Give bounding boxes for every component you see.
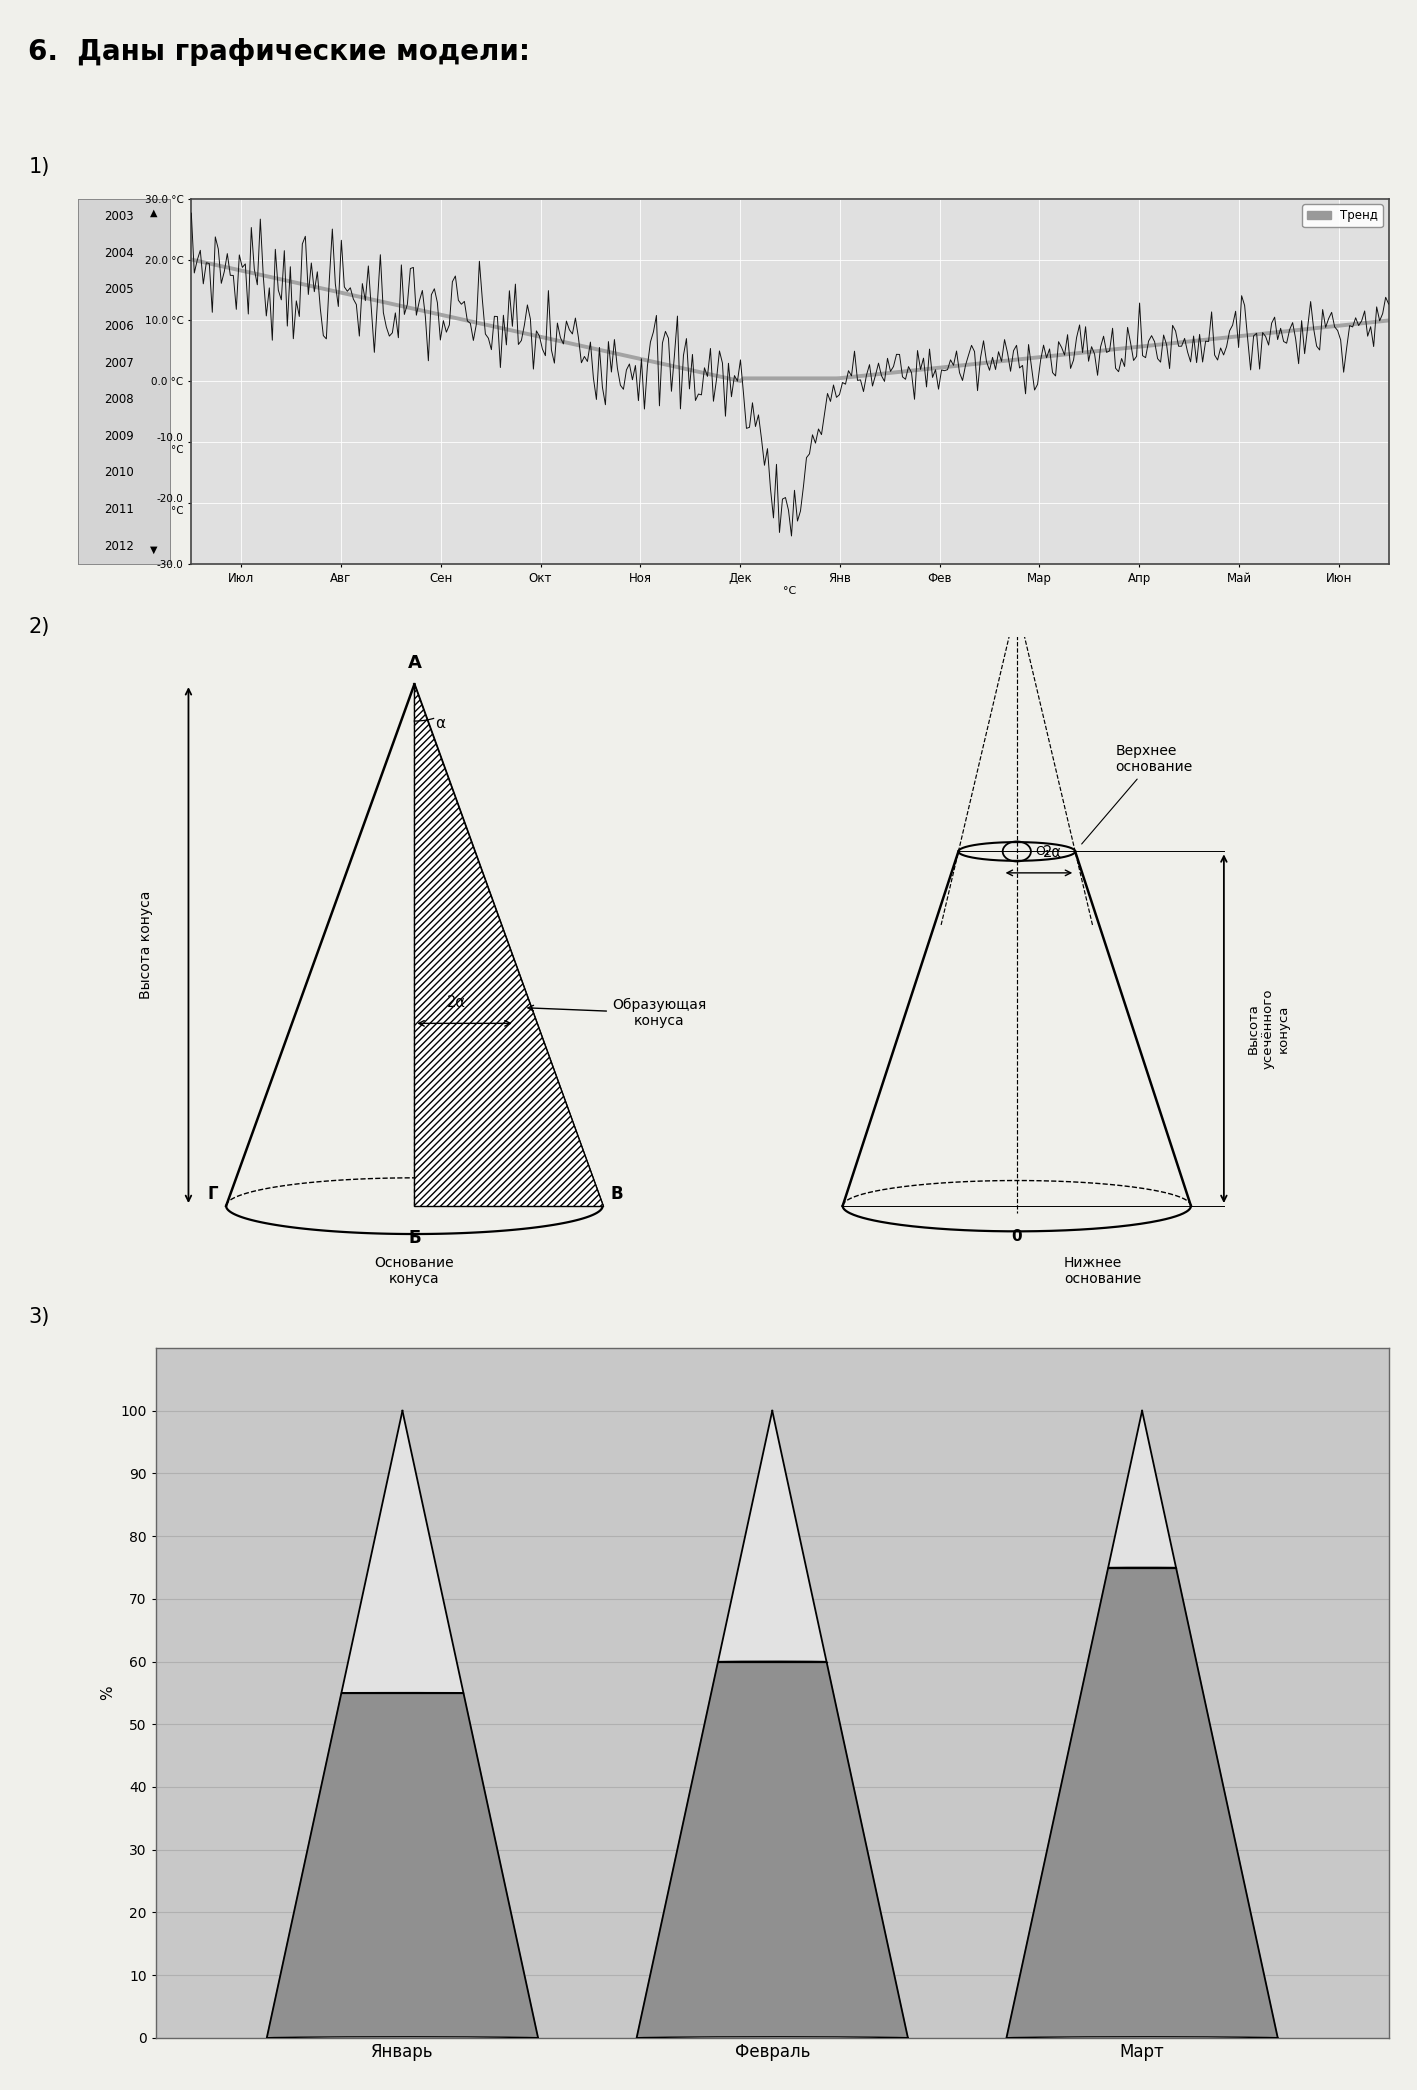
Text: Высота конуса: Высота конуса [139, 890, 153, 999]
Text: Образующая
конуса: Образующая конуса [529, 999, 706, 1028]
Text: Г: Г [208, 1185, 218, 1202]
X-axis label: °C: °C [784, 587, 796, 596]
Legend: Тренд: Тренд [1302, 205, 1383, 228]
Text: Нижнее
основание: Нижнее основание [1064, 1256, 1141, 1285]
Text: 3): 3) [28, 1306, 50, 1327]
Polygon shape [1006, 1568, 1278, 2038]
Text: 2003: 2003 [105, 211, 135, 224]
Polygon shape [266, 1693, 538, 2038]
Text: Основание
конуса: Основание конуса [374, 1256, 455, 1285]
Text: 2005: 2005 [105, 284, 135, 297]
Polygon shape [636, 1662, 908, 2038]
Text: ▼: ▼ [150, 545, 157, 556]
Y-axis label: %: % [101, 1687, 115, 1699]
Polygon shape [1006, 1411, 1278, 2038]
Text: 2004: 2004 [105, 247, 135, 259]
Text: 2α: 2α [448, 995, 466, 1009]
Text: 1): 1) [28, 157, 50, 178]
Text: O₁: O₁ [1036, 844, 1050, 859]
Text: ▲: ▲ [150, 207, 157, 217]
Text: 2007: 2007 [105, 357, 135, 370]
Text: А: А [408, 654, 421, 673]
Text: α: α [435, 715, 445, 732]
Text: В: В [611, 1185, 623, 1202]
Text: 2009: 2009 [105, 431, 135, 443]
Polygon shape [636, 1411, 908, 2038]
Text: 2011: 2011 [105, 504, 135, 516]
Text: 0: 0 [1012, 1229, 1022, 1244]
Text: 2008: 2008 [105, 393, 135, 405]
Text: 2): 2) [28, 617, 50, 637]
Polygon shape [414, 683, 602, 1206]
Polygon shape [266, 1411, 538, 2038]
Text: Б: Б [408, 1229, 421, 1248]
Text: 2012: 2012 [105, 539, 135, 552]
Text: Высота
усечённого
конуса: Высота усечённого конуса [1247, 989, 1289, 1068]
Text: Верхнее
основание: Верхнее основание [1081, 744, 1193, 844]
Text: 6.  Даны графические модели:: 6. Даны графические модели: [28, 38, 530, 67]
Text: 2006: 2006 [105, 320, 135, 332]
Text: 2010: 2010 [105, 466, 135, 479]
Text: 2α: 2α [1043, 844, 1063, 859]
